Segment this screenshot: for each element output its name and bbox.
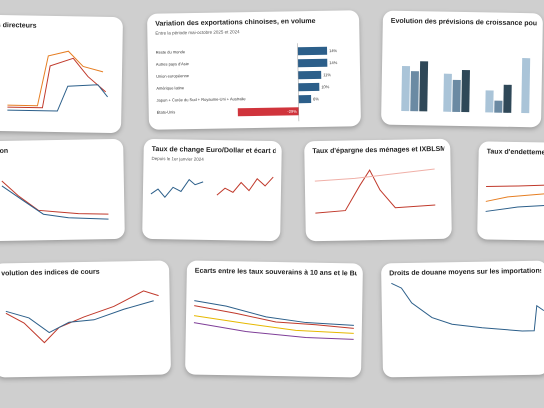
- value-label: 11%: [323, 72, 331, 77]
- value-label: -29%: [287, 109, 297, 114]
- card: tion: [0, 138, 125, 242]
- line: [193, 322, 354, 340]
- category-label: Union européenne: [156, 73, 190, 79]
- line: [314, 168, 435, 182]
- card: volution des indices de cours: [0, 260, 171, 378]
- card: Taux d'endettement des admin: [477, 141, 544, 241]
- chart: [391, 282, 544, 332]
- line: [1, 180, 109, 215]
- category-label: Japon + Corée du Sud + Royaume-Uni + Aus…: [156, 96, 246, 103]
- chart: [314, 168, 436, 214]
- chart: [485, 184, 544, 212]
- bars: [401, 58, 531, 114]
- line: [1, 185, 109, 220]
- line: [193, 315, 354, 334]
- line: [391, 282, 544, 332]
- bar: [237, 107, 299, 117]
- category-label: Amérique latine: [156, 85, 185, 90]
- card: Écarts entre les taux souverains à 10 an…: [185, 260, 363, 378]
- card: Variation des exportations chinoises, en…: [147, 10, 361, 130]
- category-label: Autres pays d'Asie: [156, 61, 190, 67]
- line: [485, 204, 544, 212]
- bar: [297, 46, 328, 56]
- chart: [1, 180, 109, 220]
- chart: [401, 58, 531, 114]
- card: Évolution des prévisions de croissance p…: [381, 10, 543, 128]
- card: s directeurs: [0, 14, 124, 134]
- line: [7, 50, 104, 107]
- line: [194, 300, 354, 326]
- value-label: 14%: [329, 48, 338, 53]
- chart: [150, 176, 274, 198]
- bar: [298, 82, 320, 92]
- chart: [193, 300, 354, 340]
- chart: [7, 50, 108, 112]
- value-label: 6%: [313, 96, 319, 101]
- category-label: Reste du monde: [156, 49, 186, 55]
- bar: [297, 58, 328, 68]
- chart: Reste du monde 14% Autres pays d'Asie 14% Un…: [156, 43, 338, 122]
- zero-line: [297, 43, 300, 122]
- line: [7, 84, 108, 112]
- line: [5, 300, 154, 334]
- value-label: 14%: [329, 60, 338, 65]
- card: Taux d'épargne des ménages et IXBLSM: [304, 138, 452, 242]
- line: [315, 169, 436, 214]
- category-label: États-Unis: [157, 109, 176, 114]
- card: Droits de douane moyens sur les importat…: [381, 260, 544, 378]
- chart: [5, 290, 159, 344]
- line: [5, 290, 159, 344]
- line: [485, 192, 544, 202]
- bar: [298, 70, 322, 80]
- line: [7, 57, 107, 109]
- line: [216, 176, 274, 196]
- line: [150, 178, 204, 198]
- card: Taux de change Euro/Dollar et écart de t…: [142, 138, 282, 242]
- bar: [298, 95, 312, 104]
- value-label: 10%: [321, 84, 330, 89]
- line: [194, 305, 354, 329]
- line: [486, 184, 544, 187]
